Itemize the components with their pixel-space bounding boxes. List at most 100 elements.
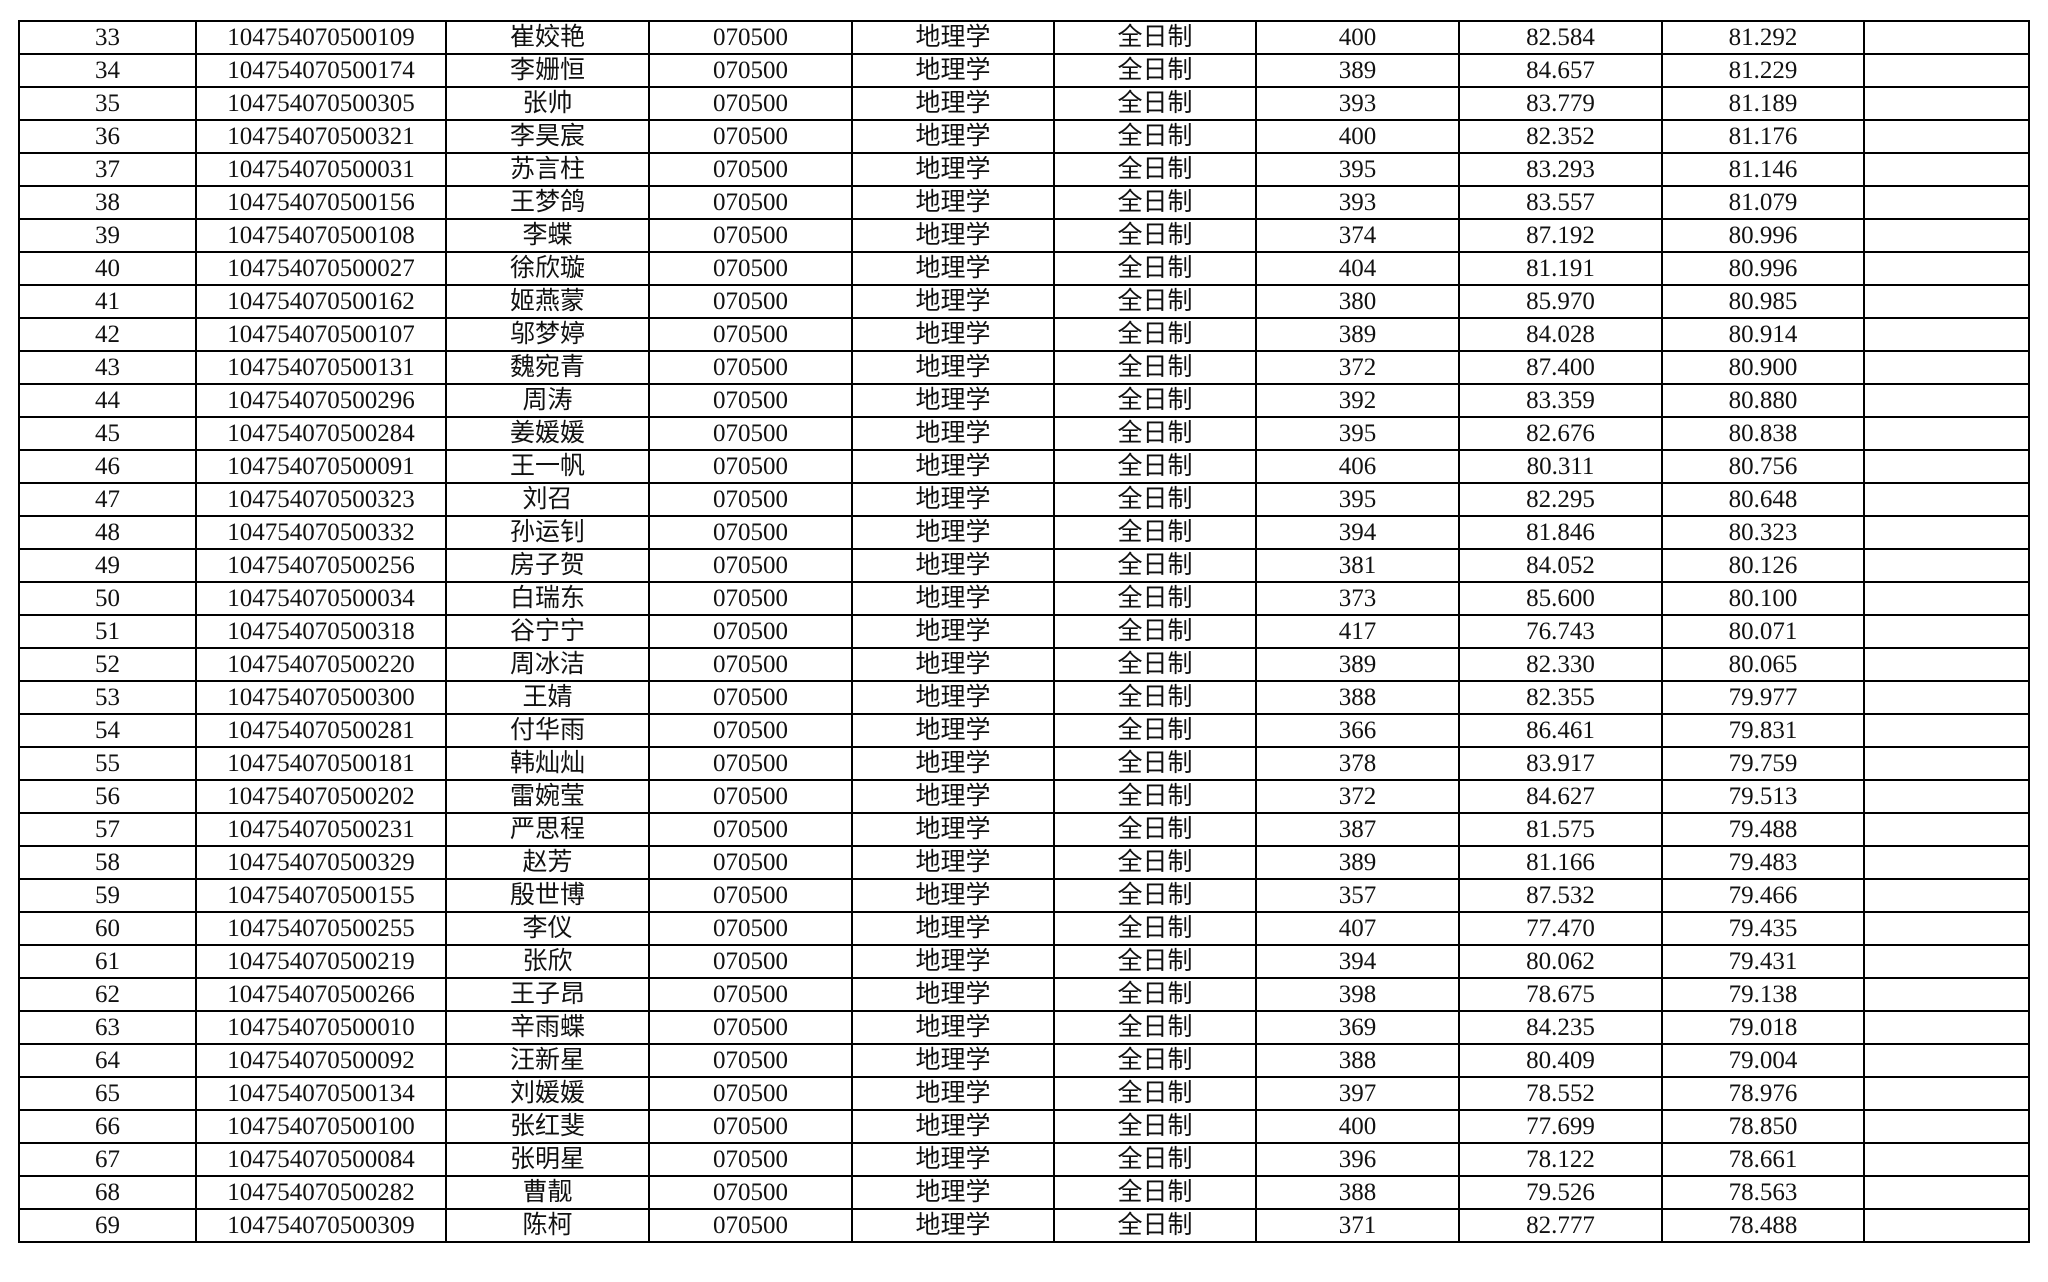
table-row: 48 104754070500332 孙运钊 070500 地理学 全日制 394 81.84… bbox=[18, 515, 2030, 550]
major-code-cell: 070500 bbox=[648, 779, 853, 814]
prelim-score-cell: 372 bbox=[1255, 779, 1460, 814]
exam-id-cell: 104754070500092 bbox=[195, 1043, 447, 1078]
study-mode-cell: 全日制 bbox=[1053, 548, 1257, 583]
major-code-cell: 070500 bbox=[648, 119, 853, 154]
total-score-cell: 81.079 bbox=[1661, 185, 1865, 220]
exam-id-cell: 104754070500084 bbox=[195, 1142, 447, 1177]
major-code-cell: 070500 bbox=[648, 548, 853, 583]
table-row: 43 104754070500131 魏宛青 070500 地理学 全日制 372 87.40… bbox=[18, 350, 2030, 385]
name-cell: 张红斐 bbox=[445, 1109, 650, 1144]
remark-cell bbox=[1863, 713, 2030, 748]
total-score-cell: 78.661 bbox=[1661, 1142, 1865, 1177]
rank-cell: 37 bbox=[18, 152, 197, 187]
name-cell: 崔姣艳 bbox=[445, 20, 650, 55]
rank-cell: 49 bbox=[18, 548, 197, 583]
major-cell: 地理学 bbox=[851, 581, 1055, 616]
exam-id-cell: 104754070500305 bbox=[195, 86, 447, 121]
prelim-score-cell: 400 bbox=[1255, 119, 1460, 154]
rank-cell: 55 bbox=[18, 746, 197, 781]
exam-id-cell: 104754070500202 bbox=[195, 779, 447, 814]
prelim-score-cell: 357 bbox=[1255, 878, 1460, 913]
major-cell: 地理学 bbox=[851, 1076, 1055, 1111]
exam-id-cell: 104754070500109 bbox=[195, 20, 447, 55]
major-code-cell: 070500 bbox=[648, 812, 853, 847]
total-score-cell: 81.229 bbox=[1661, 53, 1865, 88]
major-code-cell: 070500 bbox=[648, 1208, 853, 1243]
prelim-score-cell: 371 bbox=[1255, 1208, 1460, 1243]
remark-cell bbox=[1863, 86, 2030, 121]
name-cell: 王子昂 bbox=[445, 977, 650, 1012]
table-row: 58 104754070500329 赵芳 070500 地理学 全日制 389 81.166… bbox=[18, 845, 2030, 880]
table-row: 46 104754070500091 王一帆 070500 地理学 全日制 406 80.31… bbox=[18, 449, 2030, 484]
remark-cell bbox=[1863, 647, 2030, 682]
remark-cell bbox=[1863, 1175, 2030, 1210]
study-mode-cell: 全日制 bbox=[1053, 383, 1257, 418]
name-cell: 周涛 bbox=[445, 383, 650, 418]
major-code-cell: 070500 bbox=[648, 284, 853, 319]
remark-cell bbox=[1863, 878, 2030, 913]
prelim-score-cell: 393 bbox=[1255, 185, 1460, 220]
major-cell: 地理学 bbox=[851, 878, 1055, 913]
retest-score-cell: 85.970 bbox=[1458, 284, 1663, 319]
major-cell: 地理学 bbox=[851, 284, 1055, 319]
major-code-cell: 070500 bbox=[648, 845, 853, 880]
prelim-score-cell: 395 bbox=[1255, 482, 1460, 517]
total-score-cell: 78.850 bbox=[1661, 1109, 1865, 1144]
major-code-cell: 070500 bbox=[648, 944, 853, 979]
major-cell: 地理学 bbox=[851, 416, 1055, 451]
major-cell: 地理学 bbox=[851, 548, 1055, 583]
remark-cell bbox=[1863, 317, 2030, 352]
study-mode-cell: 全日制 bbox=[1053, 1043, 1257, 1078]
major-cell: 地理学 bbox=[851, 1208, 1055, 1243]
major-code-cell: 070500 bbox=[648, 152, 853, 187]
name-cell: 李姗恒 bbox=[445, 53, 650, 88]
retest-score-cell: 80.311 bbox=[1458, 449, 1663, 484]
study-mode-cell: 全日制 bbox=[1053, 812, 1257, 847]
rank-cell: 59 bbox=[18, 878, 197, 913]
major-code-cell: 070500 bbox=[648, 251, 853, 286]
total-score-cell: 80.100 bbox=[1661, 581, 1865, 616]
name-cell: 严思程 bbox=[445, 812, 650, 847]
major-code-cell: 070500 bbox=[648, 1043, 853, 1078]
prelim-score-cell: 372 bbox=[1255, 350, 1460, 385]
table-row: 34 104754070500174 李姗恒 070500 地理学 全日制 389 84.65… bbox=[18, 53, 2030, 88]
major-cell: 地理学 bbox=[851, 812, 1055, 847]
rank-cell: 56 bbox=[18, 779, 197, 814]
retest-score-cell: 78.675 bbox=[1458, 977, 1663, 1012]
remark-cell bbox=[1863, 581, 2030, 616]
exam-id-cell: 104754070500091 bbox=[195, 449, 447, 484]
major-code-cell: 070500 bbox=[648, 1076, 853, 1111]
name-cell: 张欣 bbox=[445, 944, 650, 979]
prelim-score-cell: 381 bbox=[1255, 548, 1460, 583]
table-row: 54 104754070500281 付华雨 070500 地理学 全日制 366 86.46… bbox=[18, 713, 2030, 748]
exam-id-cell: 104754070500181 bbox=[195, 746, 447, 781]
study-mode-cell: 全日制 bbox=[1053, 350, 1257, 385]
retest-score-cell: 80.062 bbox=[1458, 944, 1663, 979]
rank-cell: 43 bbox=[18, 350, 197, 385]
table-row: 66 104754070500100 张红斐 070500 地理学 全日制 400 77.69… bbox=[18, 1109, 2030, 1144]
major-code-cell: 070500 bbox=[648, 482, 853, 517]
study-mode-cell: 全日制 bbox=[1053, 779, 1257, 814]
retest-score-cell: 80.409 bbox=[1458, 1043, 1663, 1078]
retest-score-cell: 87.532 bbox=[1458, 878, 1663, 913]
name-cell: 魏宛青 bbox=[445, 350, 650, 385]
table-row: 62 104754070500266 王子昂 070500 地理学 全日制 398 78.67… bbox=[18, 977, 2030, 1012]
major-cell: 地理学 bbox=[851, 1010, 1055, 1045]
exam-id-cell: 104754070500281 bbox=[195, 713, 447, 748]
retest-score-cell: 84.235 bbox=[1458, 1010, 1663, 1045]
retest-score-cell: 77.470 bbox=[1458, 911, 1663, 946]
study-mode-cell: 全日制 bbox=[1053, 119, 1257, 154]
exam-id-cell: 104754070500220 bbox=[195, 647, 447, 682]
study-mode-cell: 全日制 bbox=[1053, 416, 1257, 451]
major-cell: 地理学 bbox=[851, 647, 1055, 682]
prelim-score-cell: 388 bbox=[1255, 680, 1460, 715]
study-mode-cell: 全日制 bbox=[1053, 20, 1257, 55]
name-cell: 房子贺 bbox=[445, 548, 650, 583]
total-score-cell: 80.648 bbox=[1661, 482, 1865, 517]
table-row: 40 104754070500027 徐欣璇 070500 地理学 全日制 404 81.19… bbox=[18, 251, 2030, 286]
table-row: 60 104754070500255 李仪 070500 地理学 全日制 407 77.470… bbox=[18, 911, 2030, 946]
prelim-score-cell: 417 bbox=[1255, 614, 1460, 649]
total-score-cell: 79.004 bbox=[1661, 1043, 1865, 1078]
remark-cell bbox=[1863, 284, 2030, 319]
retest-score-cell: 82.355 bbox=[1458, 680, 1663, 715]
